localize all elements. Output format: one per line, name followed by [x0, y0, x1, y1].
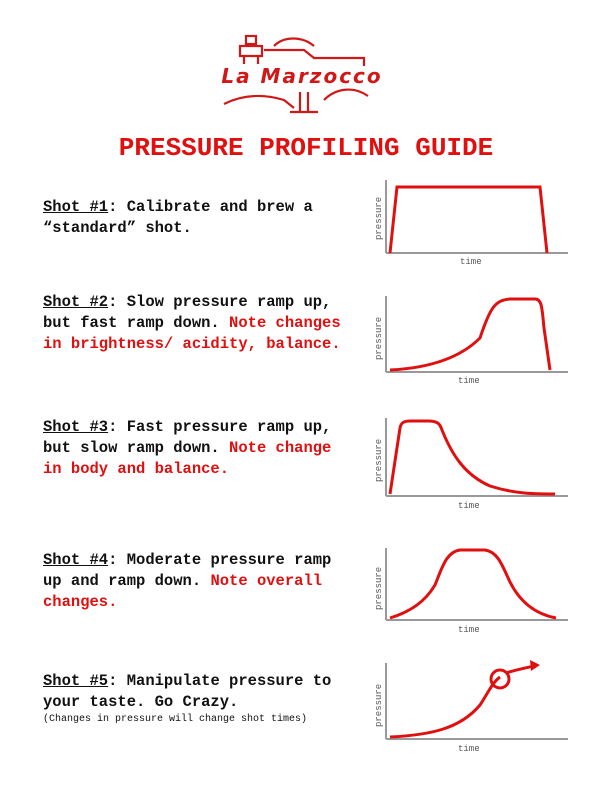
shot-3-description: Shot #3: Fast pressure ramp up, but slow… [43, 417, 348, 480]
loop-icon [489, 668, 511, 690]
shot-1-graph: pressure time [370, 175, 570, 275]
shot-5-graph: pressure time [370, 655, 570, 755]
y-axis-label: pressure [374, 684, 384, 727]
shot-3-heading: Shot #3 [43, 418, 109, 436]
shot-1-heading: Shot #1 [43, 198, 109, 216]
y-axis-label: pressure [374, 197, 384, 240]
shot-2-heading: Shot #2 [43, 293, 109, 311]
shot-2-description: Shot #2: Slow pressure ramp up, but fast… [43, 292, 348, 355]
brand-wordmark: La Marzocco [221, 64, 383, 88]
shot-4-graph: pressure time [370, 540, 570, 640]
arrow-head-icon [530, 660, 540, 671]
shot-4-text: : Moderate pressure ramp up and ramp dow… [43, 551, 332, 590]
pressure-curve [389, 548, 557, 620]
x-axis-label: time [458, 501, 480, 510]
shot-4-description: Shot #4: Moderate pressure ramp up and r… [43, 550, 348, 613]
x-axis-label: time [458, 744, 480, 754]
shot-3-text: : Fast pressure ramp up, but slow ramp d… [43, 418, 332, 457]
shot-5-description: Shot #5: Manipulate pressure to your tas… [43, 671, 348, 727]
y-axis-label: pressure [374, 567, 384, 610]
x-axis-label: time [458, 376, 480, 386]
shot-1-description: Shot #1: Calibrate and brew a “standard”… [43, 197, 348, 239]
pressure-curve [389, 297, 552, 372]
pressure-curve [388, 185, 549, 254]
shot-5-footnote: (Changes in pressure will change shot ti… [43, 714, 308, 725]
x-axis-label: time [460, 257, 482, 267]
arrow-line [505, 664, 535, 675]
y-axis-label: pressure [374, 317, 384, 360]
shot-2-note: Note changes in brightness/ acidity, bal… [43, 314, 341, 353]
espresso-machine-icon [223, 34, 369, 114]
shot-2-graph: pressure time [370, 288, 570, 388]
shot-4-note: Note overall changes. [43, 572, 323, 611]
pressure-curve [389, 675, 501, 739]
shot-1-text: : Calibrate and brew a “standard” shot. [43, 198, 313, 237]
shot-3-graph: pressure time [370, 410, 570, 510]
shot-5-text: : Manipulate pressure to your taste. Go … [43, 672, 332, 711]
shot-2-text: : Slow pressure ramp up, but fast ramp d… [43, 293, 332, 332]
shot-4-heading: Shot #4 [43, 551, 109, 569]
la-marzocco-logo: La Marzocco [204, 30, 400, 118]
shot-5-heading: Shot #5 [43, 672, 109, 690]
shot-3-note: Note change in body and balance. [43, 439, 332, 478]
page-title: PRESSURE PROFILING GUIDE [118, 133, 494, 163]
y-axis-label: pressure [374, 439, 384, 482]
x-axis-label: time [458, 625, 480, 635]
pressure-curve [388, 419, 556, 496]
